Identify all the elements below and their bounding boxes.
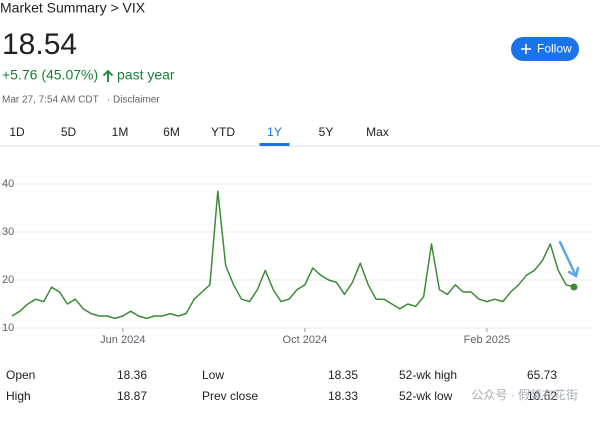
stat-value: 65.73 [527, 368, 557, 382]
tab[interactable]: 5Y [319, 125, 334, 139]
stat-label: 52-wk high [399, 368, 457, 382]
stat-value: 18.33 [328, 389, 358, 403]
timestamp: Mar 27, 7:54 AM CDT [2, 95, 99, 106]
y-tick-label: 20 [2, 274, 14, 286]
y-tick-label: 40 [2, 178, 14, 190]
stat-label: Low [202, 368, 224, 382]
tab[interactable]: 1Y [267, 125, 282, 139]
tab[interactable]: YTD [211, 125, 235, 139]
tab[interactable]: 6M [163, 125, 180, 139]
x-tick-label: Oct 2024 [283, 334, 328, 346]
watermark: 公众号 · 假装在花街 [471, 387, 578, 402]
price: 18.54 [2, 28, 77, 61]
follow-button[interactable] [511, 37, 579, 61]
plus-icon [521, 44, 531, 54]
up-arrow-icon [102, 69, 114, 82]
stat-value: 18.35 [328, 368, 358, 382]
separator: · [107, 95, 110, 106]
y-tick-label: 10 [2, 322, 14, 334]
change: +5.76 (45.07%) [2, 67, 98, 83]
x-tick-label: Feb 2025 [464, 334, 510, 346]
disclaimer-link[interactable]: Disclaimer [113, 95, 160, 106]
tab-underline [259, 143, 290, 146]
stat-label: High [6, 389, 31, 403]
stat-label: Open [6, 368, 35, 382]
period: past year [117, 67, 175, 83]
annotation-arrow [558, 240, 580, 278]
stat-value: 18.36 [117, 368, 147, 382]
breadcrumb[interactable]: Market Summary > VIX [0, 0, 146, 16]
follow-label[interactable]: Follow [537, 42, 572, 56]
stat-value: 18.87 [117, 389, 147, 403]
y-tick-label: 30 [2, 226, 14, 238]
x-tick-label: Jun 2024 [100, 334, 145, 346]
stat-label: Prev close [202, 389, 258, 403]
tab[interactable]: 5D [61, 125, 77, 139]
tab[interactable]: Max [366, 125, 389, 139]
stat-label: 52-wk low [399, 389, 453, 403]
stat-value: 10.62 [527, 389, 557, 403]
last-point [570, 283, 578, 291]
price-line [11, 190, 575, 320]
tab[interactable]: 1M [112, 125, 129, 139]
tab[interactable]: 1D [9, 125, 25, 139]
